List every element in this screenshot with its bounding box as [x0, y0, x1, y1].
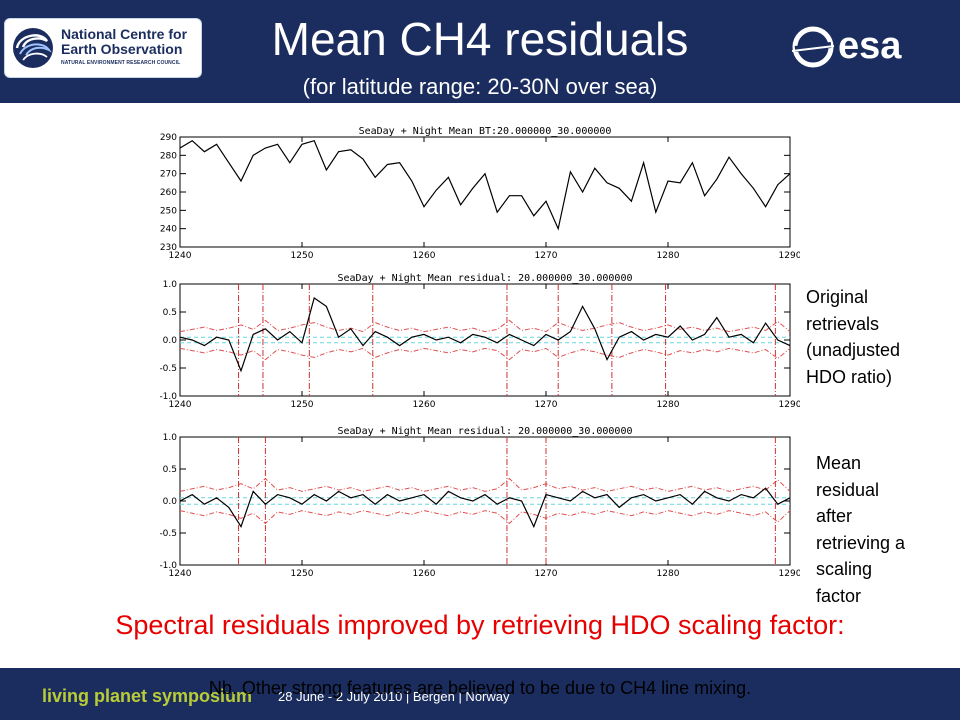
series-line [179, 487, 791, 529]
x-tick-label: 1250 [291, 251, 314, 261]
noise-envelope-upper [179, 319, 791, 333]
x-tick-label: 1240 [169, 569, 192, 579]
x-tick-label: 1260 [413, 569, 436, 579]
x-tick-label: 1280 [657, 251, 680, 261]
page-subtitle: (for latitude range: 20-30N over sea) [302, 74, 658, 99]
mean-label-line: retrieving a [816, 532, 906, 553]
original-label-line: HDO ratio) [806, 366, 893, 387]
y-tick-label: 290 [160, 133, 177, 143]
y-tick-label: -0.5 [159, 364, 177, 374]
chart-panel-1: SeaDay + Night Mean BT:20.000000_30.0000… [160, 126, 800, 261]
x-tick-label: 1250 [291, 400, 314, 410]
y-tick-label: 250 [160, 206, 177, 216]
y-tick-label: -0.5 [159, 529, 177, 539]
mean-label-line: factor [816, 585, 862, 606]
y-tick-label: -1.0 [159, 561, 177, 571]
original-label-line: (unadjusted [806, 340, 901, 360]
footnote-text: Nb. Other strong features are believed t… [208, 678, 752, 698]
chart-title: SeaDay + Night Mean residual: 20.000000_… [337, 273, 632, 284]
plot-frame [179, 436, 791, 566]
ncem-logo-line-1: National Centre for [61, 26, 188, 42]
x-tick-label: 1290 [779, 400, 800, 410]
noise-envelope-lower [179, 510, 791, 525]
original-label-line: retrievals [806, 313, 880, 334]
x-tick-label: 1260 [413, 400, 436, 410]
noise-envelope-lower [179, 347, 791, 361]
esa-swoosh-icon [791, 26, 835, 68]
original-retrievals-label: Original retrievals (unadjusted HDO rati… [806, 284, 956, 390]
y-tick-label: 0.5 [163, 308, 177, 318]
footer-dates: 28 June - 2 July 2010 | Bergen | Norway [278, 689, 510, 704]
swirl-logo-icon [13, 28, 53, 68]
ncem-logo-line-3: NATURAL ENVIRONMENT RESEARCH COUNCIL [61, 60, 181, 66]
chart-panel-2: SeaDay + Night Mean residual: 20.000000_… [159, 273, 800, 410]
y-tick-label: 270 [160, 170, 177, 180]
series-line [179, 139, 791, 231]
y-tick-label: 1.0 [163, 280, 178, 290]
x-tick-label: 1270 [535, 569, 558, 579]
y-tick-label: 0.0 [163, 336, 178, 346]
esa-logo: esa [790, 20, 930, 74]
conclusion-text: Spectral residuals improved by retrievin… [115, 610, 845, 640]
footer-banner: living planet symposium 28 June - 2 July… [0, 668, 960, 720]
y-tick-label: 240 [160, 225, 177, 235]
x-tick-label: 1250 [291, 569, 314, 579]
x-tick-label: 1270 [535, 251, 558, 261]
chart-panel-3: SeaDay + Night Mean residual: 20.000000_… [159, 426, 800, 579]
chart-title: SeaDay + Night Mean BT:20.000000_30.0000… [359, 126, 612, 137]
title-banner: National Centre for Earth Observation NA… [0, 0, 960, 103]
y-tick-label: 260 [160, 188, 177, 198]
y-tick-label: 1.0 [163, 433, 178, 443]
spectral-plots: SeaDay + Night Mean BT:20.000000_30.0000… [159, 126, 800, 579]
x-tick-label: 1290 [779, 569, 800, 579]
x-tick-label: 1270 [535, 400, 558, 410]
x-tick-label: 1260 [413, 251, 436, 261]
mean-label-line: after [816, 506, 853, 526]
y-tick-label: -1.0 [159, 392, 177, 402]
esa-logo-text: esa [838, 25, 902, 67]
x-tick-label: 1240 [169, 400, 192, 410]
ncem-logo-line-2: Earth Observation [61, 41, 183, 57]
x-tick-label: 1280 [657, 400, 680, 410]
ncem-logo: National Centre for Earth Observation NA… [4, 18, 202, 78]
x-tick-label: 1280 [657, 569, 680, 579]
chart-title: SeaDay + Night Mean residual: 20.000000_… [337, 426, 632, 437]
noise-envelope-upper [179, 477, 791, 492]
x-tick-label: 1290 [779, 251, 800, 261]
y-tick-label: 0.5 [163, 465, 177, 475]
mean-residual-label: Mean residual after retrieving a scaling… [816, 450, 956, 609]
footer-brand: living planet symposium [42, 686, 253, 706]
y-tick-label: 0.0 [163, 497, 178, 507]
mean-label-line: residual [816, 479, 880, 500]
plot-frame [179, 136, 791, 248]
mean-label-line: scaling [816, 559, 873, 579]
plot-frame [179, 283, 791, 397]
original-label-line: Original [806, 287, 869, 307]
y-tick-label: 280 [160, 151, 177, 161]
y-tick-label: 230 [160, 243, 177, 253]
x-tick-label: 1240 [169, 251, 192, 261]
page-title: Mean CH4 residuals [271, 13, 689, 65]
mean-label-line: Mean [816, 453, 862, 473]
series-line [179, 297, 791, 373]
